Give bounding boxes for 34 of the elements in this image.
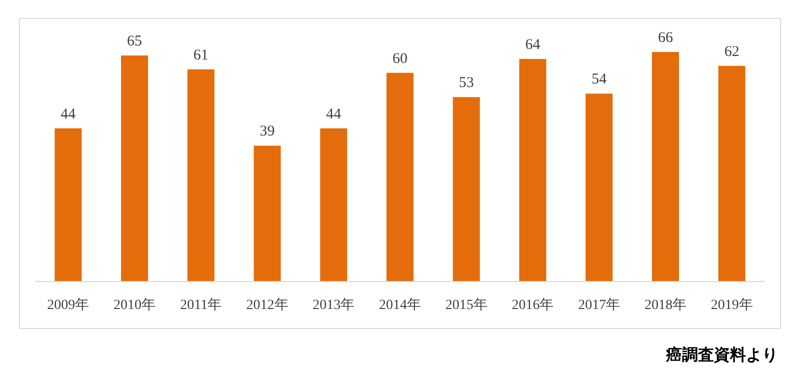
data-label: 44	[60, 106, 76, 122]
data-label: 54	[592, 72, 608, 88]
bar	[54, 128, 82, 281]
data-label: 60	[392, 50, 408, 67]
data-label: 44	[326, 106, 342, 122]
x-tick-label: 2017年	[578, 297, 620, 313]
data-label: 62	[724, 44, 740, 60]
data-label: 39	[260, 124, 275, 140]
bar	[452, 97, 480, 281]
data-label: 64	[525, 36, 541, 53]
x-tick-label: 2010年	[114, 297, 156, 313]
x-tick-label: 2012年	[246, 297, 288, 313]
x-tick-label: 2011年	[180, 297, 222, 313]
data-label: 61	[193, 47, 208, 64]
bar	[187, 69, 214, 281]
bar	[519, 58, 546, 281]
bar	[386, 72, 414, 281]
x-tick-label: 2018年	[644, 297, 686, 313]
bar	[254, 146, 281, 281]
data-label: 65	[127, 33, 142, 50]
x-tick-label: 2009年	[47, 297, 90, 313]
bar	[121, 55, 148, 281]
data-label: 66	[658, 30, 674, 46]
x-tick-label: 2013年	[312, 297, 355, 313]
x-tick-label: 2014年	[379, 297, 421, 313]
x-tick-label: 2019年	[710, 297, 753, 313]
bar	[652, 52, 679, 281]
text: 癌調査資料より	[665, 345, 778, 364]
bar	[320, 128, 348, 281]
x-tick-label: 2016年	[512, 297, 554, 313]
data-label: 53	[458, 75, 474, 92]
bar	[718, 66, 746, 281]
x-tick-label: 2015年	[445, 297, 488, 313]
bar	[586, 94, 613, 281]
